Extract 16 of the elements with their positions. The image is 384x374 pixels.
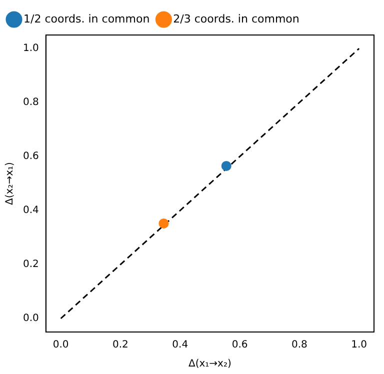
y-tick-label: 0.8 (22, 97, 39, 108)
x-tick-label: 0.0 (52, 340, 69, 351)
y-tick-label: 0.6 (22, 151, 39, 162)
x-tick-label: 0.6 (232, 340, 248, 351)
x-axis-title: Δ(x₁→x₂) (188, 358, 232, 370)
x-tick-label: 0.4 (172, 340, 188, 351)
legend-label: 1/2 coords. in common (24, 12, 150, 26)
y-tick-label: 1.0 (22, 43, 39, 54)
y-tick-label: 0.0 (22, 313, 39, 324)
y-tick-label: 0.4 (22, 205, 39, 216)
x-tick-label: 0.2 (112, 340, 128, 351)
x-tick-label: 1.0 (351, 340, 368, 351)
y-axis-title: Δ(x₂→x₁) (4, 162, 16, 205)
legend-label: 2/3 coords. in common (173, 12, 300, 26)
x-tick-label: 0.8 (291, 340, 308, 351)
y-tick-label: 0.2 (22, 259, 39, 270)
